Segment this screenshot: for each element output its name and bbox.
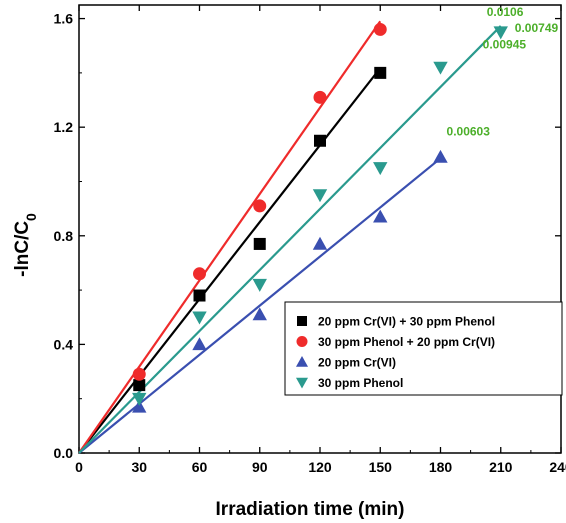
y-tick-label: 1.2 — [54, 119, 74, 135]
data-point-series-0 — [193, 289, 206, 302]
legend-marker — [296, 377, 308, 389]
data-point-series-0 — [374, 66, 387, 79]
data-point-series-3 — [373, 162, 388, 176]
legend-box — [284, 301, 563, 396]
y-axis-label: -lnC/C0 — [12, 213, 39, 277]
data-point-series-0 — [253, 237, 266, 250]
data-point-series-1 — [193, 267, 206, 281]
axes: 0 30 60 90 120 150 180 210 240 0.0 0.4 0.8 1.2 1.6 — [54, 4, 566, 475]
legend-marker — [297, 316, 307, 326]
data-points — [132, 22, 508, 413]
y-axis-label-main: -lnC/C — [12, 221, 33, 277]
slope-annotation: 0.0106 — [487, 5, 524, 19]
x-tick-label: 0 — [75, 459, 83, 475]
x-tick-label: 120 — [308, 459, 332, 475]
fit-line-series-1 — [78, 20, 382, 454]
data-point-series-0 — [133, 379, 146, 392]
data-point-series-2 — [373, 209, 388, 223]
y-axis-label-subscript: 0 — [23, 213, 39, 221]
data-point-series-3 — [493, 26, 508, 40]
x-tick-label: 180 — [429, 459, 453, 475]
legend-entry-label: 20 ppm Cr(VI) — [318, 356, 396, 370]
x-tick-label: 210 — [489, 459, 513, 475]
x-tick-label: 30 — [131, 459, 147, 475]
y-tick-label: 0.8 — [54, 228, 74, 244]
legend-entry-label: 30 ppm Phenol + 20 ppm Cr(VI) — [318, 335, 495, 349]
legend-entry-label: 20 ppm Cr(VI) + 30 ppm Phenol — [318, 315, 495, 329]
y-tick-label: 0.0 — [54, 445, 74, 461]
data-point-series-2 — [192, 337, 207, 351]
fit-line-series-0 — [78, 67, 382, 454]
x-axis-label: Irradiation time (min) — [216, 499, 405, 520]
data-point-series-0 — [314, 134, 326, 147]
legend-entry-label: 30 ppm Phenol — [318, 376, 403, 390]
x-tick-label: 60 — [192, 459, 208, 475]
data-point-series-3 — [192, 311, 207, 325]
data-point-series-1 — [132, 367, 146, 381]
slope-annotation: 0.00749 — [515, 21, 559, 35]
x-tick-label: 240 — [549, 459, 566, 475]
y-tick-label: 0.4 — [54, 336, 74, 352]
data-point-series-1 — [253, 199, 267, 213]
data-point-series-2 — [132, 399, 147, 413]
data-point-series-2 — [312, 236, 328, 250]
data-point-series-3 — [312, 189, 328, 203]
legend-marker — [296, 356, 308, 367]
data-point-series-3 — [132, 392, 147, 406]
slope-annotation: 0.00945 — [483, 37, 527, 51]
x-tick-label: 90 — [252, 459, 268, 475]
legend: 20 ppm Cr(VI) + 30 ppm Phenol 30 ppm Phen… — [284, 301, 563, 396]
data-point-series-3 — [433, 61, 448, 75]
data-point-series-3 — [252, 278, 267, 292]
x-tick-label: 150 — [369, 459, 393, 475]
y-tick-label: 1.6 — [54, 11, 74, 27]
data-point-series-2 — [252, 307, 267, 321]
data-point-series-1 — [313, 90, 327, 104]
fit-line-series-3 — [78, 25, 502, 454]
data-point-series-2 — [433, 149, 448, 163]
annotations: 0.0106 0.00945 0.00749 0.00603 — [447, 5, 559, 138]
slope-annotation: 0.00603 — [447, 124, 491, 138]
legend-marker — [296, 336, 308, 347]
data-point-series-1 — [373, 22, 387, 36]
